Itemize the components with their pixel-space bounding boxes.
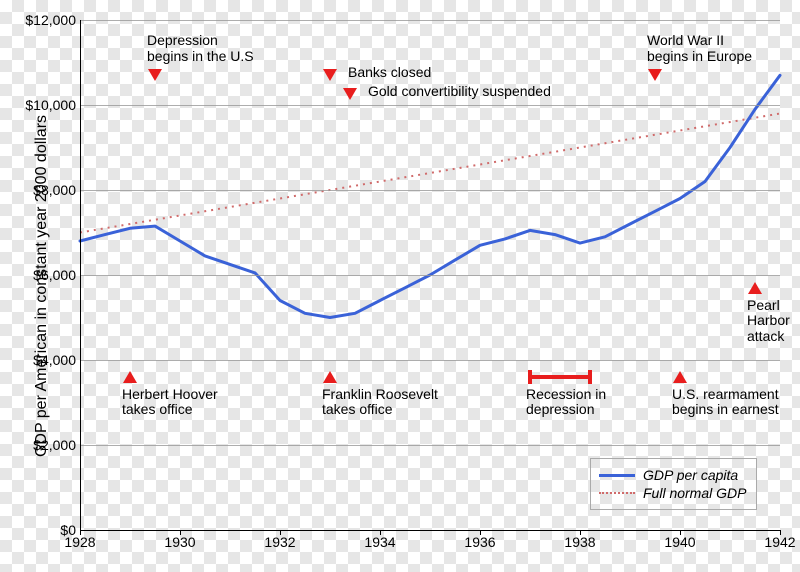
gridline [80, 275, 780, 276]
legend-label-gdp: GDP per capita [643, 467, 738, 483]
xtick-label: 1940 [664, 534, 695, 550]
annotation-label: Gold convertibility suspended [368, 84, 551, 99]
xtick-label: 1932 [264, 534, 295, 550]
ytick-label: $2,000 [0, 437, 76, 453]
gridline [80, 360, 780, 361]
triangle-up-icon [748, 282, 762, 294]
triangle-up-icon [323, 371, 337, 383]
yaxis-title: GDP per American in constant year 2000 d… [33, 115, 51, 457]
gridline [80, 20, 780, 21]
xtick-label: 1934 [364, 534, 395, 550]
gridline [80, 445, 780, 446]
annotation-label: Depression begins in the U.S [147, 33, 254, 64]
annotation-label: Herbert Hoover takes office [122, 387, 218, 418]
annotation-label: Franklin Roosevelt takes office [322, 387, 438, 418]
legend: GDP per capita Full normal GDP [590, 458, 757, 510]
annotation-label: Recession in depression [526, 387, 606, 418]
legend-item-gdp: GDP per capita [599, 467, 746, 483]
legend-label-trend: Full normal GDP [643, 485, 746, 501]
x-axis [80, 530, 780, 531]
triangle-up-icon [123, 371, 137, 383]
legend-item-trend: Full normal GDP [599, 485, 746, 501]
ytick-label: $10,000 [0, 97, 76, 113]
ytick-label: $6,000 [0, 267, 76, 283]
recession-span-bar [530, 375, 590, 379]
recession-span-cap [528, 370, 532, 384]
xtick-label: 1928 [64, 534, 95, 550]
triangle-down-icon [323, 69, 337, 81]
ytick-label: $8,000 [0, 182, 76, 198]
triangle-down-icon [648, 69, 662, 81]
xtick-label: 1938 [564, 534, 595, 550]
annotation-label: U.S. rearmament begins in earnest [672, 387, 779, 418]
xtick-label: 1936 [464, 534, 495, 550]
gridline [80, 105, 780, 106]
y-axis [80, 20, 81, 530]
annotation-label: Pearl Harbor attack [747, 298, 790, 344]
recession-span-cap [588, 370, 592, 384]
annotation-label: World War II begins in Europe [647, 33, 752, 64]
xtick-label: 1942 [764, 534, 795, 550]
triangle-down-icon [343, 88, 357, 100]
ytick-label: $4,000 [0, 352, 76, 368]
ytick-label: $12,000 [0, 12, 76, 28]
annotation-label: Banks closed [348, 65, 431, 80]
triangle-up-icon [673, 371, 687, 383]
legend-swatch-gdp [599, 474, 635, 477]
plot-area: Depression begins in the U.S Banks closed… [80, 20, 780, 530]
series-gdp-per-capita [80, 75, 780, 317]
gridline [80, 190, 780, 191]
triangle-down-icon [148, 69, 162, 81]
series-full-normal-gdp [80, 114, 780, 233]
legend-swatch-trend [599, 492, 635, 494]
xtick-label: 1930 [164, 534, 195, 550]
